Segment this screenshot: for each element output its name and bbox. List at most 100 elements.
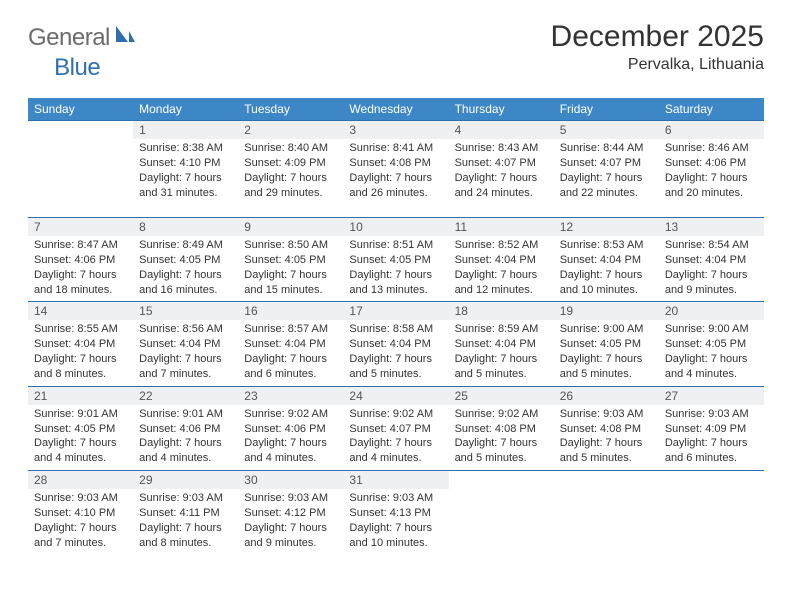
page: General December 2025 Pervalka, Lithuani… [0, 0, 792, 612]
sunrise-line: Sunrise: 8:51 AM [349, 238, 442, 253]
sunset-line: Sunset: 4:06 PM [244, 422, 337, 437]
sunset-line: Sunset: 4:04 PM [665, 253, 758, 268]
sunrise-line: Sunrise: 9:03 AM [34, 491, 127, 506]
brand-part1: General [28, 24, 110, 52]
daynum: 17 [343, 301, 448, 320]
day-info: Sunrise: 9:02 AMSunset: 4:07 PMDaylight:… [343, 405, 448, 470]
daylight-line: Daylight: 7 hours and 13 minutes. [349, 268, 442, 298]
weekday-header: Monday [133, 98, 238, 120]
sunrise-line: Sunrise: 8:43 AM [455, 141, 548, 156]
brand-logo: General [28, 20, 138, 52]
daylight-line: Daylight: 7 hours and 9 minutes. [665, 268, 758, 298]
daylight-line: Daylight: 7 hours and 15 minutes. [244, 268, 337, 298]
location: Pervalka, Lithuania [551, 56, 764, 74]
calendar-cell: 28Sunrise: 9:03 AMSunset: 4:10 PMDayligh… [28, 470, 133, 567]
day-info: Sunrise: 8:54 AMSunset: 4:04 PMDaylight:… [659, 236, 764, 301]
day-info: Sunrise: 8:38 AMSunset: 4:10 PMDaylight:… [133, 139, 238, 204]
calendar-header-row: SundayMondayTuesdayWednesdayThursdayFrid… [28, 98, 764, 120]
sunset-line: Sunset: 4:04 PM [349, 337, 442, 352]
daynum: 30 [238, 470, 343, 489]
calendar-cell [449, 470, 554, 567]
daylight-line: Daylight: 7 hours and 9 minutes. [244, 521, 337, 551]
weekday-header: Tuesday [238, 98, 343, 120]
day-info: Sunrise: 8:44 AMSunset: 4:07 PMDaylight:… [554, 139, 659, 204]
sunrise-line: Sunrise: 8:40 AM [244, 141, 337, 156]
day-info: Sunrise: 8:41 AMSunset: 4:08 PMDaylight:… [343, 139, 448, 204]
daylight-line: Daylight: 7 hours and 16 minutes. [139, 268, 232, 298]
sunset-line: Sunset: 4:05 PM [34, 422, 127, 437]
sunset-line: Sunset: 4:08 PM [349, 156, 442, 171]
calendar-cell: 1Sunrise: 8:38 AMSunset: 4:10 PMDaylight… [133, 120, 238, 217]
calendar-cell: 29Sunrise: 9:03 AMSunset: 4:11 PMDayligh… [133, 470, 238, 567]
day-info: Sunrise: 9:03 AMSunset: 4:09 PMDaylight:… [659, 405, 764, 470]
sunrise-line: Sunrise: 8:53 AM [560, 238, 653, 253]
daylight-line: Daylight: 7 hours and 7 minutes. [34, 521, 127, 551]
day-info: Sunrise: 9:01 AMSunset: 4:05 PMDaylight:… [28, 405, 133, 470]
day-info: Sunrise: 8:59 AMSunset: 4:04 PMDaylight:… [449, 320, 554, 385]
calendar-cell: 6Sunrise: 8:46 AMSunset: 4:06 PMDaylight… [659, 120, 764, 217]
day-info: Sunrise: 9:03 AMSunset: 4:11 PMDaylight:… [133, 489, 238, 554]
sunset-line: Sunset: 4:10 PM [34, 506, 127, 521]
calendar-cell: 13Sunrise: 8:54 AMSunset: 4:04 PMDayligh… [659, 217, 764, 301]
daylight-line: Daylight: 7 hours and 5 minutes. [349, 352, 442, 382]
sunrise-line: Sunrise: 8:58 AM [349, 322, 442, 337]
weekday-header: Thursday [449, 98, 554, 120]
sunrise-line: Sunrise: 8:55 AM [34, 322, 127, 337]
weekday-header: Friday [554, 98, 659, 120]
calendar-cell: 2Sunrise: 8:40 AMSunset: 4:09 PMDaylight… [238, 120, 343, 217]
calendar-cell: 19Sunrise: 9:00 AMSunset: 4:05 PMDayligh… [554, 301, 659, 385]
sunset-line: Sunset: 4:05 PM [139, 253, 232, 268]
daylight-line: Daylight: 7 hours and 8 minutes. [139, 521, 232, 551]
day-info: Sunrise: 8:57 AMSunset: 4:04 PMDaylight:… [238, 320, 343, 385]
daynum: 31 [343, 470, 448, 489]
calendar-cell: 8Sunrise: 8:49 AMSunset: 4:05 PMDaylight… [133, 217, 238, 301]
sunset-line: Sunset: 4:05 PM [665, 337, 758, 352]
sunset-line: Sunset: 4:04 PM [560, 253, 653, 268]
daynum-blank [28, 120, 133, 139]
daylight-line: Daylight: 7 hours and 5 minutes. [455, 436, 548, 466]
daynum: 14 [28, 301, 133, 320]
daylight-line: Daylight: 7 hours and 4 minutes. [244, 436, 337, 466]
daynum: 23 [238, 386, 343, 405]
sunset-line: Sunset: 4:04 PM [455, 337, 548, 352]
day-info: Sunrise: 8:52 AMSunset: 4:04 PMDaylight:… [449, 236, 554, 301]
day-info: Sunrise: 8:51 AMSunset: 4:05 PMDaylight:… [343, 236, 448, 301]
calendar-cell: 26Sunrise: 9:03 AMSunset: 4:08 PMDayligh… [554, 386, 659, 470]
daynum-blank [449, 470, 554, 489]
daynum: 26 [554, 386, 659, 405]
sunset-line: Sunset: 4:07 PM [455, 156, 548, 171]
daylight-line: Daylight: 7 hours and 22 minutes. [560, 171, 653, 201]
day-info: Sunrise: 8:55 AMSunset: 4:04 PMDaylight:… [28, 320, 133, 385]
daynum: 8 [133, 217, 238, 236]
daynum: 11 [449, 217, 554, 236]
sunrise-line: Sunrise: 8:46 AM [665, 141, 758, 156]
weekday-header: Saturday [659, 98, 764, 120]
calendar-cell: 4Sunrise: 8:43 AMSunset: 4:07 PMDaylight… [449, 120, 554, 217]
sunrise-line: Sunrise: 8:57 AM [244, 322, 337, 337]
daynum: 13 [659, 217, 764, 236]
sunset-line: Sunset: 4:04 PM [34, 337, 127, 352]
day-info: Sunrise: 8:50 AMSunset: 4:05 PMDaylight:… [238, 236, 343, 301]
daynum: 16 [238, 301, 343, 320]
sunset-line: Sunset: 4:07 PM [560, 156, 653, 171]
calendar-cell: 31Sunrise: 9:03 AMSunset: 4:13 PMDayligh… [343, 470, 448, 567]
calendar-cell: 14Sunrise: 8:55 AMSunset: 4:04 PMDayligh… [28, 301, 133, 385]
daylight-line: Daylight: 7 hours and 5 minutes. [560, 436, 653, 466]
daynum: 20 [659, 301, 764, 320]
calendar-cell: 17 Sunrise: 8:58 AMSunset: 4:04 PMDayligh… [343, 301, 448, 385]
sunset-line: Sunset: 4:06 PM [665, 156, 758, 171]
sunrise-line: Sunrise: 9:03 AM [139, 491, 232, 506]
daylight-line: Daylight: 7 hours and 26 minutes. [349, 171, 442, 201]
daynum: 4 [449, 120, 554, 139]
calendar-cell: 21Sunrise: 9:01 AMSunset: 4:05 PMDayligh… [28, 386, 133, 470]
sunrise-line: Sunrise: 9:02 AM [455, 407, 548, 422]
daynum-blank [554, 470, 659, 489]
day-info: Sunrise: 8:49 AMSunset: 4:05 PMDaylight:… [133, 236, 238, 301]
sunrise-line: Sunrise: 9:02 AM [244, 407, 337, 422]
sunrise-line: Sunrise: 8:44 AM [560, 141, 653, 156]
calendar-row: 28Sunrise: 9:03 AMSunset: 4:10 PMDayligh… [28, 470, 764, 567]
calendar-cell: 9Sunrise: 8:50 AMSunset: 4:05 PMDaylight… [238, 217, 343, 301]
daynum: 19 [554, 301, 659, 320]
day-info: Sunrise: 9:02 AMSunset: 4:08 PMDaylight:… [449, 405, 554, 470]
daylight-line: Daylight: 7 hours and 31 minutes. [139, 171, 232, 201]
